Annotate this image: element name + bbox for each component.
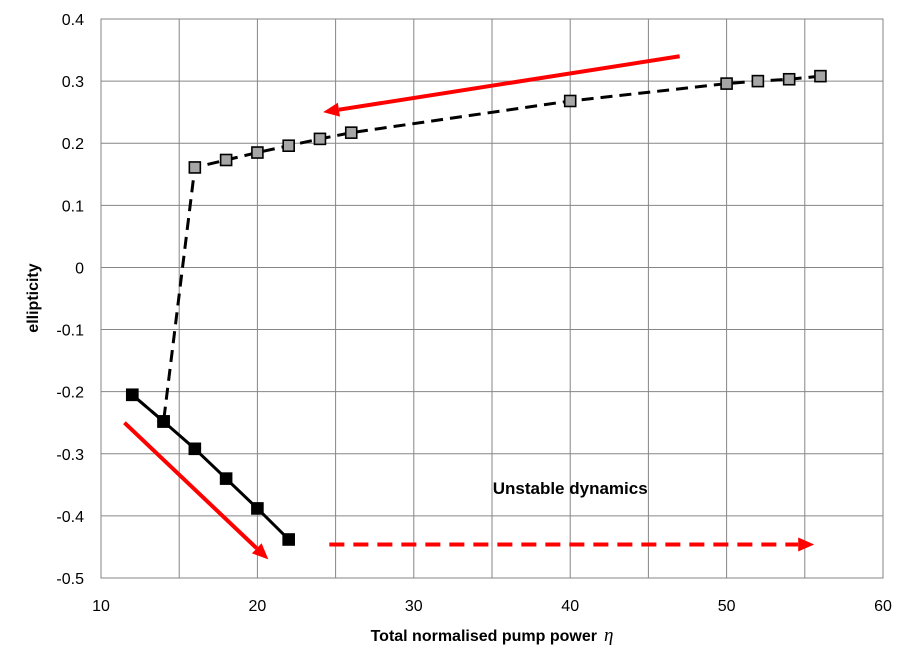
- grid: [101, 19, 883, 578]
- x-tick-label: 50: [718, 598, 736, 615]
- data-point-series-1: [814, 69, 827, 83]
- x-axis-label: Total normalised pump power: [371, 628, 597, 645]
- data-point-series-1: [282, 139, 295, 153]
- y-tick-label: 0.4: [62, 12, 84, 29]
- y-tick-label: 0.1: [62, 198, 84, 215]
- unstable-arrow-head: [798, 537, 815, 552]
- plot-area-border: [100, 18, 884, 579]
- data-point-series-0: [125, 388, 139, 402]
- series-layer: [125, 69, 827, 546]
- data-point-series-1: [251, 146, 264, 159]
- arrow-layer: [123, 54, 815, 560]
- lower-arrow-line: [123, 421, 259, 550]
- x-tick-label: 40: [561, 598, 579, 615]
- y-tick-label: -0.4: [56, 509, 84, 526]
- data-point-series-1: [782, 72, 796, 86]
- upper-arrow-head: [323, 102, 340, 117]
- data-point-series-1: [720, 77, 733, 90]
- data-point-series-0: [157, 415, 170, 428]
- y-tick-label: -0.2: [56, 385, 84, 402]
- x-axis-title: Total normalised pump power η: [371, 625, 614, 646]
- y-tick-label: -0.3: [56, 447, 84, 464]
- y-tick-label: -0.1: [56, 323, 84, 340]
- y-axis-ticks: -0.5 -0.4 -0.3 -0.2 -0.1 0 0.1 0.2 0.3 0.4: [56, 12, 84, 588]
- x-tick-label: 60: [874, 598, 892, 615]
- y-tick-label: -0.5: [56, 571, 84, 588]
- x-axis-symbol: η: [604, 625, 613, 646]
- data-point-series-1: [344, 126, 358, 139]
- y-tick-label: 0.3: [62, 74, 84, 91]
- data-point-series-1: [563, 94, 577, 108]
- data-point-series-1: [219, 153, 233, 167]
- x-tick-label: 20: [249, 598, 267, 615]
- x-axis-ticks: 10 20 30 40 50 60: [92, 598, 892, 615]
- x-tick-label: 30: [405, 598, 423, 615]
- data-point-series-0: [282, 533, 295, 546]
- x-tick-label: 10: [92, 598, 110, 615]
- lower-arrow-head: [251, 543, 269, 560]
- upper-arrow-line: [338, 54, 680, 112]
- data-point-series-0: [251, 502, 264, 515]
- data-point-series-1: [188, 161, 202, 174]
- annotation-unstable-dynamics: Unstable dynamics: [493, 479, 648, 498]
- y-tick-label: 0: [75, 260, 84, 277]
- data-point-series-1: [313, 132, 327, 146]
- data-point-series-0: [188, 442, 202, 456]
- data-point-series-0: [219, 472, 233, 485]
- y-axis-title: ellipticity: [25, 263, 42, 332]
- y-tick-label: 0.2: [62, 136, 84, 153]
- data-point-series-1: [751, 74, 765, 88]
